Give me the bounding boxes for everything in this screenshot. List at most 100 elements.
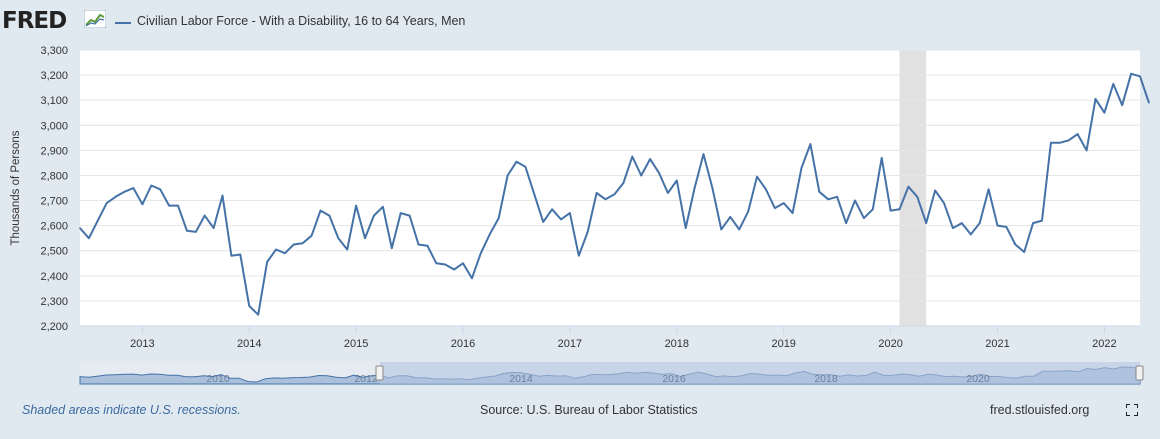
data-point: [1023, 251, 1025, 253]
data-point: [79, 227, 81, 229]
data-point: [497, 217, 500, 219]
y-axis-title: Thousands of Persons: [10, 130, 22, 245]
data-point: [586, 231, 589, 233]
data-point: [1050, 142, 1052, 144]
data-point: [364, 237, 366, 239]
data-point: [711, 187, 714, 189]
data-point: [1041, 219, 1043, 222]
data-point: [569, 212, 571, 214]
x-tick-label: 2020: [878, 338, 902, 350]
data-point: [774, 207, 776, 209]
navigator-right-handle[interactable]: [1135, 365, 1144, 381]
navigator-label: 2010: [206, 373, 230, 385]
fullscreen-icon[interactable]: [1126, 404, 1138, 416]
data-point: [97, 219, 99, 222]
data-point: [230, 254, 233, 257]
y-tick-label: 2,200: [40, 321, 68, 333]
data-point: [105, 202, 108, 204]
plot-background: [80, 50, 1140, 326]
data-point: [943, 202, 945, 204]
data-point: [195, 231, 197, 233]
data-point: [1121, 104, 1123, 106]
navigator-label: 2012: [354, 373, 378, 385]
site-link[interactable]: fred.stlouisfed.org: [990, 403, 1090, 417]
fred-logo: FRED: [2, 8, 67, 34]
data-point: [640, 174, 642, 177]
recession-shading: [899, 50, 927, 326]
data-point: [293, 243, 295, 246]
x-tick-label: 2019: [771, 338, 795, 350]
data-point: [168, 204, 170, 207]
data-point: [159, 188, 161, 191]
data-point: [1076, 133, 1079, 135]
data-point: [800, 167, 803, 169]
source-text: Source: U.S. Bureau of Labor Statistics: [480, 403, 698, 417]
x-tick-label: 2015: [344, 338, 368, 350]
data-point: [925, 222, 927, 224]
data-point: [337, 237, 340, 239]
range-navigator[interactable]: 2010 2012 2014 2016 2018 2020: [79, 362, 1144, 385]
x-tick-label: 2018: [665, 338, 689, 350]
data-point: [266, 261, 268, 263]
data-point: [382, 206, 384, 208]
data-point: [934, 189, 936, 192]
data-point: [631, 155, 634, 158]
data-point: [1005, 226, 1008, 228]
data-point: [239, 253, 242, 256]
y-tick-label: 3,000: [40, 120, 68, 132]
data-point: [898, 208, 901, 211]
data-point: [1032, 222, 1034, 224]
data-point: [578, 254, 580, 257]
data-point: [872, 208, 874, 211]
x-tick-label: 2013: [130, 338, 154, 350]
data-point: [221, 194, 224, 197]
data-point: [987, 188, 990, 191]
legend-series-swatch: [115, 22, 131, 24]
legend-series-label: Civilian Labor Force - With a Disability…: [137, 14, 466, 28]
y-tick-label: 2,800: [40, 170, 68, 182]
data-point: [880, 157, 883, 159]
data-point: [560, 218, 562, 221]
data-point: [684, 227, 687, 229]
data-point: [301, 242, 304, 244]
data-point: [595, 192, 598, 194]
data-point: [399, 212, 402, 214]
data-point: [1103, 111, 1106, 114]
data-point: [355, 204, 357, 207]
data-point: [542, 221, 544, 223]
data-point: [604, 198, 607, 201]
fred-logo-chart-icon: [84, 10, 106, 28]
data-point: [408, 214, 411, 217]
data-point: [444, 263, 447, 266]
y-tick-label: 3,200: [40, 70, 68, 82]
data-point: [1148, 101, 1150, 104]
data-point: [836, 196, 838, 198]
data-point: [373, 214, 375, 217]
data-point: [551, 208, 553, 211]
data-point: [1094, 98, 1097, 100]
data-point: [738, 228, 740, 231]
data-point: [765, 188, 767, 191]
data-point: [907, 185, 910, 188]
navigator-left-handle[interactable]: [375, 365, 384, 381]
data-point: [257, 313, 260, 316]
data-point: [952, 227, 954, 229]
data-point: [203, 214, 206, 217]
navigator-label: 2014: [509, 373, 533, 385]
data-point: [480, 252, 482, 254]
data-point: [114, 196, 117, 198]
data-point: [756, 175, 758, 178]
data-point: [471, 277, 473, 280]
data-point: [1085, 149, 1088, 152]
navigator-label: 2018: [814, 373, 838, 385]
data-point: [720, 228, 723, 231]
data-point: [916, 196, 919, 198]
data-point: [827, 198, 829, 201]
data-point: [524, 165, 527, 168]
data-point: [622, 182, 625, 184]
data-point: [1059, 142, 1061, 144]
data-point: [132, 187, 135, 189]
data-point: [453, 268, 455, 271]
navigator-selected-range[interactable]: [380, 362, 1140, 384]
data-point: [863, 217, 865, 219]
